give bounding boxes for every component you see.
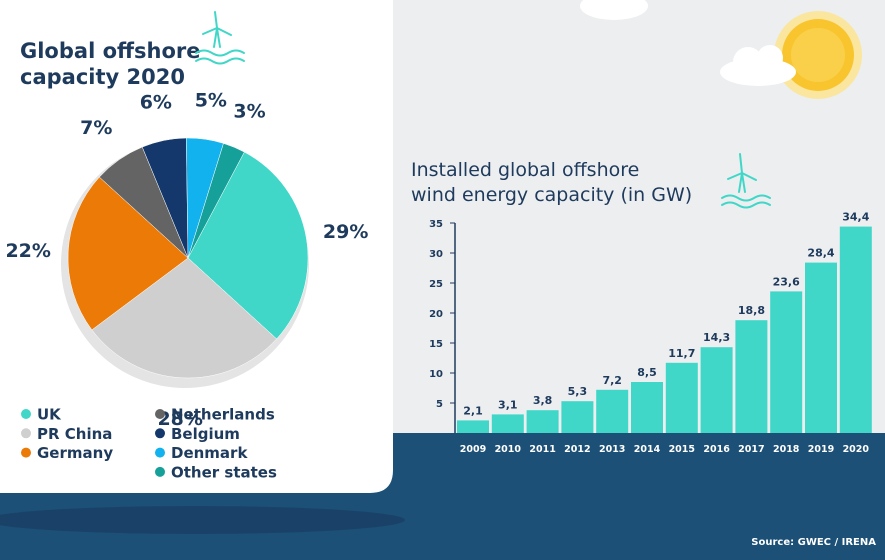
bar-chart: 5 10 15 20 25 30 35 2,1 2009 3,1 2010 3,8 2011 5,3 201…: [429, 211, 872, 455]
bar-value-label: 8,5: [637, 366, 657, 379]
pie-slice-label: 28%: [157, 408, 202, 430]
bar-value-label: 28,4: [807, 247, 834, 260]
bar-2013: [596, 389, 629, 433]
bar-value-label: 34,4: [842, 211, 869, 224]
x-tick-label: 2011: [529, 444, 555, 455]
wind-turbine-icon: [195, 11, 245, 65]
cloud-icon: [720, 45, 796, 86]
x-tick-label: 2014: [634, 444, 661, 455]
pie-slice-germany: [67, 176, 189, 331]
bar-value-label: 7,2: [602, 374, 622, 387]
bar-value-label: 23,6: [773, 275, 800, 288]
y-tick-label: 20: [429, 309, 443, 320]
pie-slice-label: 3%: [233, 100, 265, 122]
pie-slice-label: 6%: [140, 91, 172, 113]
pie-slice-pr-china: [91, 257, 277, 379]
y-tick-label: 5: [436, 399, 443, 410]
pie-slice-other-states: [187, 143, 245, 259]
bar-2014: [631, 382, 663, 433]
x-tick-label: 2019: [808, 444, 834, 455]
bar-value-label: 5,3: [568, 385, 588, 398]
legend-swatch: [155, 428, 165, 439]
legend-label: UK: [37, 406, 62, 424]
bar-title-line2: wind energy capacity (in GW): [411, 184, 692, 206]
bar-2015: [665, 362, 698, 433]
legend-label: Belgium: [171, 425, 240, 443]
bar-2012: [561, 401, 594, 433]
pie-slice-label: 5%: [195, 90, 227, 112]
legend-label: Other states: [171, 463, 277, 481]
x-tick-label: 2016: [703, 444, 730, 455]
x-tick-label: 2015: [669, 444, 695, 455]
y-tick-label: 25: [429, 279, 443, 290]
pie-title-line2: capacity 2020: [20, 65, 185, 89]
legend-swatch: [21, 428, 31, 439]
bar-title-line1: Installed global offshore: [411, 159, 639, 181]
pie-chart: 29% 28% 22% 7% 6% 5% 3%: [5, 90, 368, 430]
y-tick-label: 30: [429, 249, 443, 260]
y-tick-label: 35: [429, 219, 443, 230]
card-shadow: [0, 506, 405, 534]
pie-slice-label: 22%: [5, 240, 50, 262]
bar-2017: [735, 320, 768, 433]
legend-swatch: [21, 447, 31, 458]
bar-2019: [805, 262, 837, 433]
y-tick-label: 15: [429, 339, 443, 350]
bar-2020: [839, 226, 872, 433]
wind-turbine-icon: [721, 153, 771, 209]
bar-value-label: 3,8: [533, 394, 553, 407]
bar-value-label: 14,3: [703, 331, 730, 344]
x-tick-label: 2010: [495, 444, 522, 455]
x-tick-label: 2018: [773, 444, 800, 455]
legend-label: Germany: [37, 444, 113, 462]
pie-slice-label: 29%: [323, 221, 368, 243]
bar-2011: [526, 410, 559, 433]
x-tick-label: 2017: [738, 444, 764, 455]
legend-label: Netherlands: [171, 406, 275, 424]
sun-icon: [774, 11, 862, 99]
legend-swatch: [155, 466, 165, 477]
cloud-icon: [580, 0, 648, 20]
x-tick-label: 2012: [564, 444, 590, 455]
bar-2016: [700, 347, 733, 433]
x-tick-label: 2009: [460, 444, 486, 455]
bar-value-label: 2,1: [463, 404, 483, 417]
legend-swatch: [155, 409, 165, 419]
pie-slice-uk: [187, 151, 309, 340]
bar-value-label: 3,1: [498, 398, 518, 411]
x-tick-label: 2013: [599, 444, 625, 455]
bar-value-label: 18,8: [738, 304, 765, 317]
bar-value-label: 11,7: [668, 347, 695, 360]
pie-title-line1: Global offshore: [20, 39, 201, 63]
legend-label: PR China: [37, 425, 112, 443]
y-tick-label: 10: [429, 369, 443, 380]
x-tick-label: 2020: [843, 444, 870, 455]
legend-swatch: [21, 409, 31, 419]
source-note: Source: GWEC / IRENA: [751, 537, 876, 548]
bar-2009: [457, 420, 489, 433]
legend-swatch: [155, 447, 165, 458]
bar-2010: [491, 414, 524, 433]
bar-2018: [770, 291, 803, 433]
legend-label: Denmark: [171, 444, 248, 462]
pie-slice-label: 7%: [80, 117, 112, 139]
